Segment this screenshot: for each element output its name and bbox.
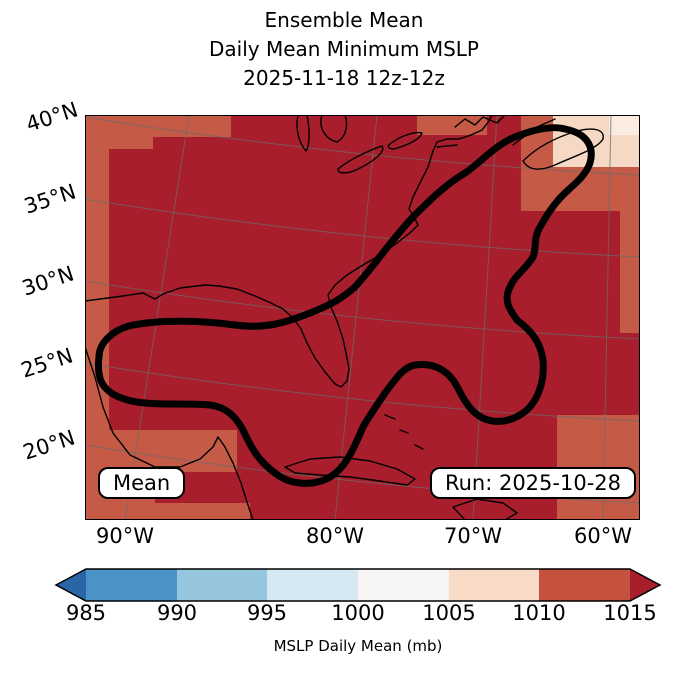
- colorbar-segment-995-1000: [267, 569, 358, 601]
- parallel-40n: [85, 116, 640, 176]
- map-canvas: [85, 115, 640, 520]
- coast-cuba: [284, 456, 416, 486]
- field-patch-mid: [85, 115, 109, 463]
- field-patch-mid: [620, 211, 640, 333]
- ensemble-mean-contour: [94, 124, 595, 487]
- map-frame: [85, 115, 640, 520]
- colorbar-arrow-high: [630, 569, 660, 601]
- coast-maine-canada: [454, 115, 506, 128]
- lon-tick-70w: 70°W: [444, 524, 502, 548]
- colorbar-segment-1010-1015: [539, 569, 630, 601]
- meridian-70w: [472, 115, 498, 520]
- coast-nova-scotia: [522, 128, 604, 170]
- lon-tick-90w: 90°W: [96, 524, 154, 548]
- colorbar-segment-1005-1010: [449, 569, 540, 601]
- figure-title: Ensemble Mean Daily Mean Minimum MSLP 20…: [0, 6, 688, 93]
- lake-huron: [320, 115, 348, 143]
- coast-mexico-yucatan: [85, 346, 254, 520]
- coast-bahamas: [384, 414, 424, 450]
- mean-annotation-box: Mean: [98, 467, 186, 499]
- coastlines: [85, 115, 604, 520]
- colorbar: [54, 568, 662, 602]
- colorbar-tick-1010: 1010: [512, 601, 566, 625]
- parallel-30n: [85, 280, 640, 340]
- field-patch-lowest: [609, 115, 640, 135]
- coast-gulf-eastcoast: [85, 115, 493, 388]
- lake-erie: [337, 145, 384, 174]
- lat-tick-20n: 20°N: [20, 425, 78, 465]
- colorbar-tick-1005: 1005: [422, 601, 476, 625]
- lat-tick-30n: 30°N: [19, 261, 77, 301]
- lat-tick-25n: 25°N: [18, 343, 76, 383]
- field-patch-mid: [109, 115, 231, 137]
- colorbar-label: MSLP Daily Mean (mb): [273, 637, 443, 655]
- meridian-90w: [124, 115, 190, 520]
- field-patch-mid: [85, 503, 250, 520]
- lat-tick-40n: 40°N: [23, 97, 81, 137]
- title-line-3: 2025-11-18 12z-12z: [243, 66, 445, 90]
- colorbar-tick-1000: 1000: [331, 601, 385, 625]
- colorbar-segment-985-990: [86, 569, 177, 601]
- lon-tick-60w: 60°W: [574, 524, 632, 548]
- meridian-60w: [602, 115, 612, 520]
- lake-michigan: [296, 115, 310, 152]
- colorbar-segment-990-995: [177, 569, 268, 601]
- colorbar-tick-995: 995: [246, 601, 288, 625]
- colorbar-tick-990: 990: [156, 601, 198, 625]
- run-date-annotation-box: Run: 2025-10-28: [429, 467, 636, 499]
- title-line-1: Ensemble Mean: [264, 8, 424, 32]
- colorbar-tick-1015: 1015: [603, 601, 657, 625]
- title-line-2: Daily Mean Minimum MSLP: [208, 37, 479, 61]
- colorbar-tick-985: 985: [65, 601, 107, 625]
- parallel-35n: [85, 198, 640, 258]
- parallel-25n: [85, 362, 640, 422]
- colorbar-outline: [54, 568, 662, 602]
- coast-long-island: [436, 144, 458, 148]
- graticule: [85, 115, 640, 520]
- lat-tick-35n: 35°N: [21, 179, 79, 219]
- coast-hispaniola: [452, 498, 518, 520]
- meridian-80w: [334, 115, 378, 520]
- lake-ontario: [387, 131, 423, 150]
- colorbar-arrow-low: [56, 569, 86, 601]
- field-patch-mid: [417, 115, 487, 135]
- colorbar-segment-1000-1005: [358, 569, 449, 601]
- lon-tick-80w: 80°W: [306, 524, 364, 548]
- map-panel: [85, 115, 640, 520]
